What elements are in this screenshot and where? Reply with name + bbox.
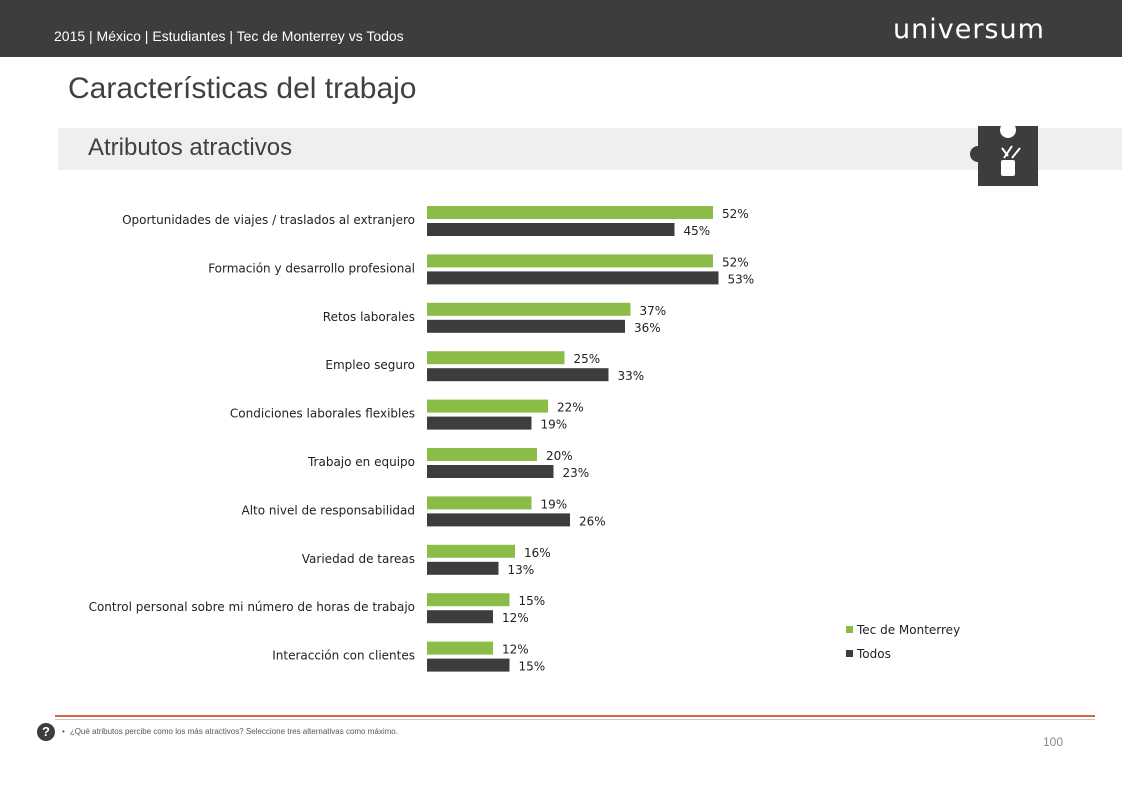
data-label: 22%: [557, 401, 584, 415]
bar-tec-de-monterrey: [427, 544, 515, 558]
data-label: 23%: [563, 466, 590, 480]
bar-todos: [427, 416, 532, 430]
category-label: Empleo seguro: [325, 358, 415, 372]
bar-todos: [427, 368, 609, 382]
data-label: 52%: [722, 255, 749, 269]
data-label: 26%: [579, 514, 606, 528]
bar-tec-de-monterrey: [427, 206, 713, 219]
bar-todos: [427, 658, 510, 672]
universum-logo: universum: [893, 14, 1045, 45]
bar-todos: [427, 561, 499, 575]
question-text: ¿Qué atributos percibe como los más atra…: [69, 727, 398, 736]
bullet: •: [62, 727, 65, 736]
category-label: Condiciones laborales flexibles: [230, 407, 415, 421]
data-label: 25%: [574, 352, 601, 366]
data-label: 19%: [541, 497, 568, 511]
page-title: Características del trabajo: [68, 72, 417, 105]
bar-chart: Oportunidades de viajes / traslados al e…: [89, 206, 960, 674]
data-label: 45%: [684, 224, 711, 238]
data-label: 15%: [519, 660, 546, 674]
data-label: 12%: [502, 643, 529, 657]
bar-todos: [427, 513, 570, 527]
bar-tec-de-monterrey: [427, 254, 713, 268]
category-label: Alto nivel de responsabilidad: [242, 503, 415, 517]
puzzle-piece-icon: [970, 126, 1038, 186]
data-label: 16%: [524, 546, 551, 560]
legend-swatch: [846, 650, 853, 657]
bar-tec-de-monterrey: [427, 302, 631, 316]
data-label: 33%: [618, 369, 645, 383]
section-title: Atributos atractivos: [88, 134, 293, 161]
legend-label: Tec de Monterrey: [856, 623, 960, 637]
bar-todos: [427, 610, 493, 624]
category-label: Variedad de tareas: [302, 552, 415, 566]
help-icon: ?: [37, 723, 55, 741]
data-label: 53%: [728, 272, 755, 286]
bar-tec-de-monterrey: [427, 641, 493, 655]
category-label: Formación y desarrollo profesional: [208, 261, 415, 275]
legend-swatch: [846, 626, 853, 633]
data-label: 12%: [502, 611, 529, 625]
bar-tec-de-monterrey: [427, 496, 532, 510]
footer-divider-thin: [55, 719, 1095, 720]
category-label: Control personal sobre mi número de hora…: [89, 600, 415, 614]
bar-tec-de-monterrey: [427, 448, 537, 461]
category-label: Retos laborales: [323, 310, 415, 324]
bar-tec-de-monterrey: [427, 351, 565, 365]
bar-tec-de-monterrey: [427, 593, 510, 607]
category-label: Interacción con clientes: [272, 649, 415, 663]
category-label: Trabajo en equipo: [307, 455, 415, 469]
top-bar: 2015 | México | Estudiantes | Tec de Mon…: [0, 0, 1122, 57]
data-label: 19%: [541, 418, 568, 432]
bar-todos: [427, 319, 625, 333]
data-label: 15%: [519, 594, 546, 608]
breadcrumb: 2015 | México | Estudiantes | Tec de Mon…: [54, 28, 404, 44]
section-bar: [58, 128, 1122, 170]
data-label: 13%: [508, 563, 535, 577]
bar-todos: [427, 271, 719, 285]
data-label: 37%: [640, 304, 667, 318]
data-label: 52%: [722, 207, 749, 221]
page-number: 100: [1043, 735, 1064, 749]
data-label: 36%: [634, 321, 661, 335]
footer-divider: [55, 715, 1095, 717]
legend-label: Todos: [856, 647, 891, 661]
category-label: Oportunidades de viajes / traslados al e…: [122, 213, 415, 227]
bar-todos: [427, 465, 554, 478]
question-footnote: • ¿Qué atributos percibe como los más atr…: [62, 727, 398, 736]
data-label: 20%: [546, 449, 573, 463]
bar-tec-de-monterrey: [427, 399, 548, 413]
bar-todos: [427, 223, 675, 236]
